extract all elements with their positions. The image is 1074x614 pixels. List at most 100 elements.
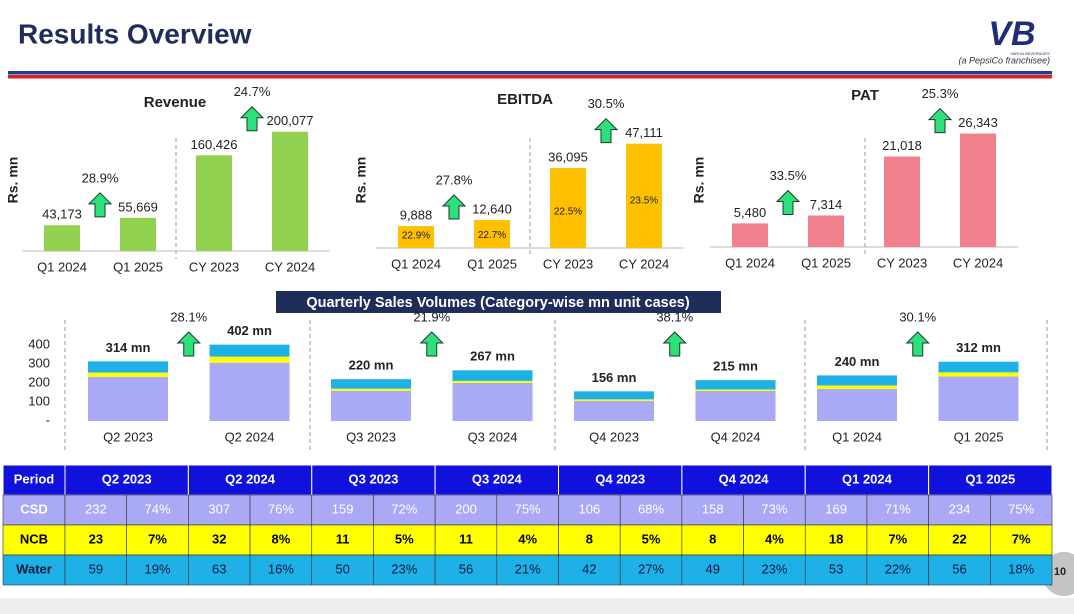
growth-arrow [662,331,687,357]
x-tick-label: Q1 2025 [113,259,163,274]
bar [960,133,996,247]
table-cell [619,494,683,526]
x-tick-label: Q2 2023 [103,429,153,444]
x-tick-label: Q1 2024 [37,259,87,274]
bar-segment [452,383,533,421]
bar [196,155,232,251]
table-cell [2,494,66,526]
table-cell [496,494,559,526]
table-volume: 50 [335,561,349,576]
table-share: 5% [395,531,414,546]
table-cell [64,494,127,526]
table-cell [496,524,559,556]
growth-arrow [87,192,113,218]
x-tick-label: Q1 2024 [391,256,441,271]
y-tick-label: 200 [28,374,50,389]
logo-subtext: VARUN BEVERAGES [1010,51,1050,56]
bar-segment [331,388,411,391]
growth-arrow [593,117,619,144]
table-volume: 169 [825,501,847,516]
table-header-cell [804,464,930,496]
table-share: 4% [518,531,537,546]
table-volume: 32 [212,531,226,546]
table-period: Q4 2023 [595,471,645,486]
table-volume: 234 [949,501,971,516]
table-share: 75% [515,501,541,516]
x-tick-label: Q4 2023 [589,429,639,444]
table-cell [619,554,683,586]
table-cell [928,524,991,556]
x-tick-label: CY 2024 [265,259,315,274]
bar-segment [574,400,654,421]
total-label: 220 mn [349,358,394,373]
table-share: 16% [268,561,294,576]
table-cell [866,554,929,586]
table-cell [249,494,313,526]
x-tick-label: Q3 2023 [346,429,396,444]
growth-arrow [176,331,201,357]
footer-band [0,598,1074,614]
bar-segment [938,372,1019,377]
slide-title: Results Overview [18,18,252,49]
table-share: 8% [272,531,291,546]
table-period: Q3 2024 [472,471,523,486]
y-axis-label: Rs. mn [353,157,369,204]
growth-arrow [905,331,930,357]
table-cell [373,524,436,556]
total-label: 314 mn [106,340,151,355]
growth-label: 21.9% [413,309,450,324]
table-volume: 307 [208,501,230,516]
bar [474,220,510,248]
table-cell [990,524,1053,556]
table-share: 74% [145,501,171,516]
y-axis-label: Rs. mn [5,157,21,204]
table-share: 76% [268,501,294,516]
table-volume: 232 [85,501,107,516]
bar-segment [452,370,533,381]
growth-arrow [441,194,467,220]
table-period: Q1 2024 [842,471,893,486]
table-volume: 49 [705,561,719,576]
x-tick-label: Q4 2024 [711,429,761,444]
x-tick-label: Q1 2024 [832,429,882,444]
bar-segment [209,362,290,421]
table-cell [928,494,991,526]
total-label: 267 mn [470,349,515,364]
value-label: 55,669 [118,199,158,214]
value-label: 5,480 [734,205,767,220]
bar [272,131,308,251]
growth-label: 28.9% [82,170,119,185]
table-volume: 56 [459,561,473,576]
growth-label: 25.3% [922,86,959,101]
table-cell [804,554,868,586]
bar [120,217,156,251]
bar [808,215,844,247]
total-label: 312 mn [956,340,1001,355]
stripe-blue [8,71,1052,75]
table-volume: 8 [709,531,716,546]
table-header-cell [928,464,1053,496]
value-label: 21,018 [882,138,922,153]
table-volume: 23 [89,531,103,546]
table-volume: 59 [89,561,103,576]
table-cell [311,494,374,526]
total-label: 215 mn [713,359,758,374]
table-cell [743,494,806,526]
bar-segment [817,388,897,421]
value-label: 43,173 [42,207,82,222]
logo-tagline: (a PepsiCo franchisee) [958,55,1050,65]
table-cell [249,524,313,556]
y-tick-label: - [46,412,50,427]
margin-label: 22.7% [478,230,506,241]
table-cell [681,494,744,526]
value-label: 26,343 [958,115,998,130]
bar-segment [817,375,897,386]
table-volume: 158 [702,501,724,516]
value-label: 47,111 [625,125,663,140]
value-label: 160,426 [191,137,238,152]
table-header-cell [187,464,313,496]
bar [44,225,80,251]
bar-segment [331,390,411,421]
table-cell [804,494,868,526]
x-tick-label: Q1 2025 [467,256,517,271]
